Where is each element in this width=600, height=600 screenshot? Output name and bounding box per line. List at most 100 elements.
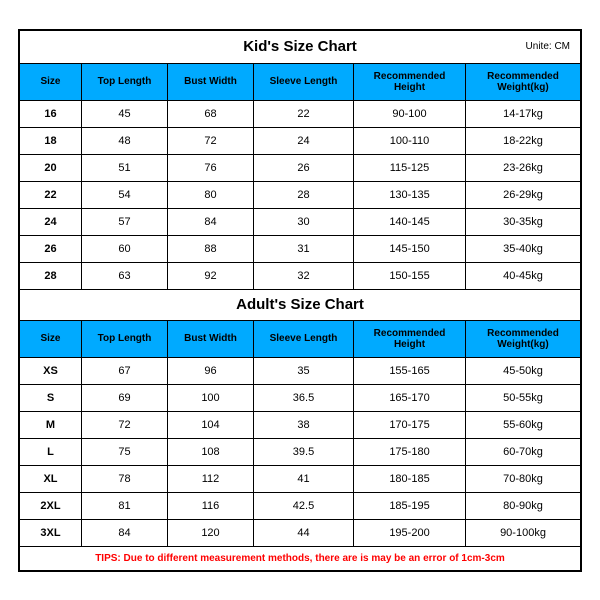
cell: 38: [254, 412, 354, 438]
cell: 112: [168, 466, 254, 492]
cell: 35-40kg: [466, 236, 580, 262]
cell: 76: [168, 155, 254, 181]
kids-title-row: Kid's Size Chart Unite: CM: [20, 31, 580, 64]
cell: 145-150: [354, 236, 466, 262]
cell: 67: [82, 358, 168, 384]
kids-title: Kid's Size Chart: [20, 38, 580, 55]
cell: XS: [20, 358, 82, 384]
table-row: 2XL8111642.5185-19580-90kg: [20, 492, 580, 519]
cell: 22: [20, 182, 82, 208]
table-row: XS679635155-16545-50kg: [20, 357, 580, 384]
cell: 100: [168, 385, 254, 411]
col-rec-height: Recommended Height: [354, 321, 466, 357]
cell: 31: [254, 236, 354, 262]
col-bust-width: Bust Width: [168, 64, 254, 100]
cell: 155-165: [354, 358, 466, 384]
adults-rows: XS679635155-16545-50kgS6910036.5165-1705…: [20, 357, 580, 546]
cell: 175-180: [354, 439, 466, 465]
cell: 3XL: [20, 520, 82, 546]
cell: 44: [254, 520, 354, 546]
cell: 26: [20, 236, 82, 262]
cell: 195-200: [354, 520, 466, 546]
unit-label: Unite: CM: [526, 41, 570, 52]
cell: 170-175: [354, 412, 466, 438]
adults-title: Adult's Size Chart: [20, 289, 580, 320]
cell: 42.5: [254, 493, 354, 519]
cell: 165-170: [354, 385, 466, 411]
cell: S: [20, 385, 82, 411]
col-top-length: Top Length: [82, 64, 168, 100]
cell: 57: [82, 209, 168, 235]
cell: 18-22kg: [466, 128, 580, 154]
cell: 40-45kg: [466, 263, 580, 289]
size-chart-container: Kid's Size Chart Unite: CM Size Top Leng…: [18, 29, 582, 572]
table-row: 1645682290-10014-17kg: [20, 100, 580, 127]
tips-text: TIPS: Due to different measurement metho…: [20, 546, 580, 570]
cell: 22: [254, 101, 354, 127]
kids-rows: 1645682290-10014-17kg18487224100-11018-2…: [20, 100, 580, 289]
cell: 48: [82, 128, 168, 154]
table-row: 26608831145-15035-40kg: [20, 235, 580, 262]
cell: 68: [168, 101, 254, 127]
cell: 70-80kg: [466, 466, 580, 492]
cell: 84: [168, 209, 254, 235]
cell: 81: [82, 493, 168, 519]
cell: 78: [82, 466, 168, 492]
cell: 16: [20, 101, 82, 127]
cell: 150-155: [354, 263, 466, 289]
table-row: 20517626115-12523-26kg: [20, 154, 580, 181]
cell: 90-100: [354, 101, 466, 127]
cell: 96: [168, 358, 254, 384]
cell: 90-100kg: [466, 520, 580, 546]
adults-header-row: Size Top Length Bust Width Sleeve Length…: [20, 320, 580, 357]
cell: 30: [254, 209, 354, 235]
cell: 130-135: [354, 182, 466, 208]
col-bust-width: Bust Width: [168, 321, 254, 357]
col-rec-weight: Recommended Weight(kg): [466, 64, 580, 100]
cell: 51: [82, 155, 168, 181]
cell: 185-195: [354, 493, 466, 519]
cell: 69: [82, 385, 168, 411]
cell: 18: [20, 128, 82, 154]
cell: 36.5: [254, 385, 354, 411]
cell: 115-125: [354, 155, 466, 181]
cell: 108: [168, 439, 254, 465]
cell: 39.5: [254, 439, 354, 465]
table-row: L7510839.5175-18060-70kg: [20, 438, 580, 465]
table-row: 18487224100-11018-22kg: [20, 127, 580, 154]
cell: 41: [254, 466, 354, 492]
col-rec-height: Recommended Height: [354, 64, 466, 100]
col-top-length: Top Length: [82, 321, 168, 357]
col-rec-weight: Recommended Weight(kg): [466, 321, 580, 357]
cell: 60: [82, 236, 168, 262]
cell: 24: [254, 128, 354, 154]
cell: 23-26kg: [466, 155, 580, 181]
table-row: 22548028130-13526-29kg: [20, 181, 580, 208]
cell: 140-145: [354, 209, 466, 235]
table-row: 24578430140-14530-35kg: [20, 208, 580, 235]
cell: 92: [168, 263, 254, 289]
col-size: Size: [20, 321, 82, 357]
cell: 120: [168, 520, 254, 546]
cell: 116: [168, 493, 254, 519]
cell: 80: [168, 182, 254, 208]
table-row: S6910036.5165-17050-55kg: [20, 384, 580, 411]
cell: 80-90kg: [466, 493, 580, 519]
cell: 55-60kg: [466, 412, 580, 438]
cell: 84: [82, 520, 168, 546]
cell: 26-29kg: [466, 182, 580, 208]
cell: 50-55kg: [466, 385, 580, 411]
cell: 60-70kg: [466, 439, 580, 465]
cell: 45-50kg: [466, 358, 580, 384]
cell: 100-110: [354, 128, 466, 154]
cell: L: [20, 439, 82, 465]
table-row: 28639232150-15540-45kg: [20, 262, 580, 289]
table-row: XL7811241180-18570-80kg: [20, 465, 580, 492]
cell: XL: [20, 466, 82, 492]
cell: 72: [168, 128, 254, 154]
cell: 35: [254, 358, 354, 384]
col-size: Size: [20, 64, 82, 100]
cell: 30-35kg: [466, 209, 580, 235]
cell: 28: [20, 263, 82, 289]
cell: 14-17kg: [466, 101, 580, 127]
